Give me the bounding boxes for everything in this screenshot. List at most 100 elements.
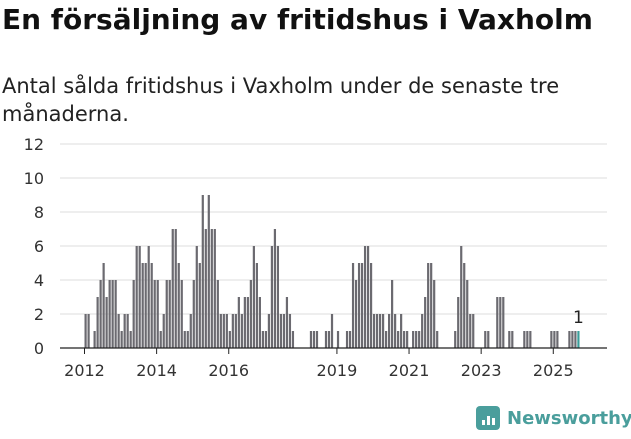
bar-69: [291, 331, 295, 348]
bar-50: [234, 314, 237, 348]
bar-68: [288, 314, 292, 348]
bar-24: [156, 280, 159, 348]
y-tick-label-6: 6: [34, 237, 44, 256]
bar-32: [180, 280, 183, 348]
bar-3: [93, 331, 96, 348]
bar-126: [463, 263, 466, 348]
bar-9: [111, 280, 114, 348]
bar-40: [204, 229, 207, 348]
bar-111: [418, 331, 421, 348]
bar-147: [526, 331, 529, 348]
bar-20: [144, 263, 147, 348]
bar-90: [354, 280, 358, 348]
bar-21: [147, 246, 150, 348]
bar-155: [550, 331, 553, 348]
bar-137: [496, 297, 499, 348]
bar-15: [129, 331, 132, 348]
bar-76: [312, 331, 316, 348]
chart-subtitle: Antal sålda fritidshus i Vaxholm under d…: [2, 74, 560, 126]
bar-46: [222, 314, 225, 348]
bar-88: [348, 331, 352, 348]
bar-82: [330, 314, 334, 348]
bar-106: [403, 331, 406, 348]
bar-0: [84, 314, 87, 348]
bar-163: [574, 331, 577, 348]
bar-104: [397, 331, 400, 348]
y-tick-label-0: 0: [34, 339, 44, 358]
bar-115: [430, 263, 433, 348]
x-tick-label-2019: 2019: [317, 361, 358, 380]
bar-5: [99, 280, 102, 348]
bar-54: [246, 297, 249, 348]
bar-chart-logo-icon: [476, 406, 500, 430]
bar-157: [556, 331, 559, 348]
bar-30: [174, 229, 177, 348]
x-tick-label-2014: 2014: [136, 361, 177, 380]
bar-162: [571, 331, 574, 348]
bar-57: [255, 263, 258, 348]
bar-14: [126, 314, 129, 348]
y-tick-label-12: 12: [24, 135, 44, 154]
highlight-data-label: 1: [573, 308, 584, 328]
bar-164: [577, 331, 580, 348]
bar-134: [487, 331, 490, 348]
bar-8: [108, 280, 111, 348]
bar-117: [436, 331, 439, 348]
y-tick-label-10: 10: [24, 169, 44, 188]
bar-chart: 0 2 4 6 8 10 12 2012 2014 2016 2019 2021 2023 2025 1: [24, 135, 607, 380]
bar-13: [123, 314, 126, 348]
bar-61: [267, 314, 271, 348]
bar-75: [309, 331, 313, 348]
bar-27: [165, 280, 168, 348]
bar-62: [270, 246, 274, 348]
x-tick-label-2012: 2012: [64, 361, 105, 380]
bar-43: [213, 229, 216, 348]
bar-51: [237, 297, 240, 348]
bar-39: [201, 195, 204, 348]
bar-45: [219, 314, 222, 348]
bar-129: [472, 314, 475, 348]
bar-65: [279, 314, 283, 348]
bar-56: [252, 246, 255, 348]
bar-63: [273, 229, 277, 348]
bar-17: [135, 246, 138, 348]
bar-10: [114, 280, 117, 348]
bar-49: [231, 314, 234, 348]
bar-107: [406, 331, 409, 348]
bar-95: [369, 263, 373, 348]
bar-67: [285, 297, 289, 348]
bar-92: [360, 263, 364, 348]
bar-133: [484, 331, 487, 348]
bar-116: [433, 280, 436, 348]
bar-146: [523, 331, 526, 348]
bar-161: [568, 331, 571, 348]
bar-93: [363, 246, 367, 348]
bar-128: [469, 314, 472, 348]
bar-138: [499, 297, 502, 348]
bar-58: [258, 297, 261, 348]
bar-42: [210, 229, 213, 348]
bar-31: [177, 263, 180, 348]
bar-139: [502, 297, 505, 348]
bar-91: [357, 263, 361, 348]
bar-37: [195, 246, 198, 348]
x-tick-label-2025: 2025: [533, 361, 574, 380]
bar-125: [460, 246, 463, 348]
bar-35: [189, 314, 192, 348]
bar-113: [424, 297, 427, 348]
bar-19: [141, 263, 144, 348]
x-tick-label-2023: 2023: [461, 361, 502, 380]
bar-127: [466, 280, 469, 348]
bar-114: [427, 263, 430, 348]
bar-109: [412, 331, 415, 348]
bar-18: [138, 246, 141, 348]
bar-59: [261, 331, 264, 348]
bar-4: [96, 297, 99, 348]
bar-89: [351, 263, 355, 348]
y-tick-label-2: 2: [34, 305, 44, 324]
bar-29: [171, 229, 174, 348]
bar-123: [454, 331, 457, 348]
bar-25: [159, 331, 162, 348]
bar-97: [375, 314, 379, 348]
bar-100: [385, 331, 388, 348]
